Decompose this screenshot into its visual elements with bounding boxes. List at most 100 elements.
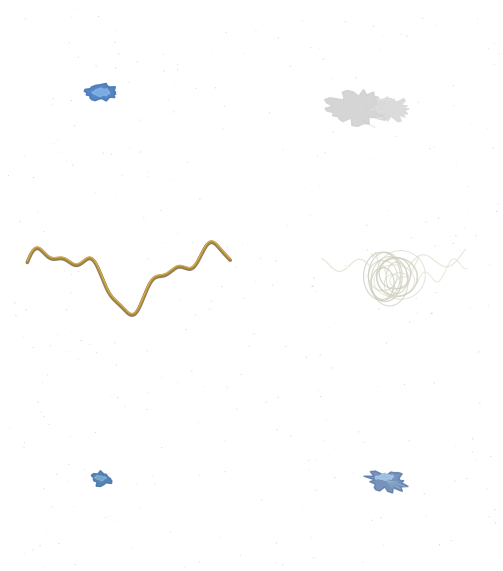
- Point: [180, 502, 188, 512]
- Point: [136, 116, 144, 126]
- Point: [55, 539, 63, 548]
- Point: [286, 62, 294, 71]
- Point: [46, 341, 54, 350]
- Point: [115, 49, 123, 58]
- Point: [378, 31, 386, 40]
- Point: [222, 27, 230, 37]
- Point: [485, 512, 493, 521]
- Point: [341, 261, 349, 270]
- Point: [101, 166, 109, 175]
- Point: [354, 499, 362, 508]
- Point: [233, 404, 241, 413]
- Point: [263, 411, 271, 420]
- Point: [207, 297, 215, 306]
- Point: [205, 503, 213, 512]
- Polygon shape: [324, 90, 391, 126]
- Point: [68, 94, 76, 103]
- Point: [166, 528, 175, 537]
- Point: [450, 101, 458, 110]
- Point: [432, 242, 440, 251]
- Point: [381, 111, 389, 120]
- Point: [435, 214, 443, 223]
- Point: [230, 28, 238, 37]
- Point: [68, 160, 76, 170]
- Point: [200, 247, 208, 256]
- Point: [135, 115, 143, 124]
- Text: C: C: [13, 200, 23, 214]
- Polygon shape: [364, 471, 408, 493]
- Text: D: D: [263, 200, 275, 214]
- Point: [360, 437, 368, 447]
- Point: [316, 63, 324, 72]
- Point: [60, 267, 68, 276]
- Point: [492, 207, 500, 216]
- Point: [45, 420, 53, 429]
- Point: [238, 240, 246, 249]
- Point: [313, 485, 321, 494]
- Point: [379, 533, 387, 542]
- Point: [111, 517, 119, 526]
- Point: [375, 304, 383, 313]
- Point: [310, 274, 318, 283]
- Point: [92, 62, 100, 71]
- Point: [194, 418, 202, 427]
- Point: [237, 370, 245, 379]
- Text: B: B: [263, 10, 274, 25]
- Point: [67, 327, 75, 336]
- Point: [50, 139, 58, 148]
- Point: [192, 84, 200, 93]
- Point: [325, 323, 333, 332]
- Point: [221, 467, 229, 476]
- Point: [362, 272, 370, 281]
- Text: 1 mm: 1 mm: [124, 539, 144, 545]
- Point: [66, 432, 74, 441]
- Point: [384, 247, 392, 256]
- Point: [231, 263, 239, 272]
- Point: [484, 301, 492, 310]
- Point: [413, 308, 421, 317]
- Point: [88, 471, 96, 480]
- Point: [252, 26, 260, 35]
- Point: [403, 50, 411, 59]
- Point: [257, 254, 265, 263]
- Point: [422, 4, 430, 13]
- Point: [204, 316, 212, 325]
- Point: [469, 435, 477, 444]
- Point: [309, 553, 317, 562]
- Point: [143, 168, 151, 177]
- Point: [422, 511, 430, 520]
- Point: [192, 311, 200, 320]
- Point: [67, 96, 75, 105]
- Point: [91, 428, 99, 437]
- Point: [269, 158, 277, 167]
- Text: 1 mm: 1 mm: [124, 349, 144, 355]
- Point: [21, 14, 29, 23]
- Point: [29, 343, 37, 352]
- Point: [196, 557, 204, 566]
- Point: [208, 46, 216, 55]
- Point: [355, 427, 363, 436]
- Point: [326, 263, 334, 272]
- Point: [434, 548, 442, 557]
- Point: [405, 436, 413, 445]
- Point: [467, 120, 475, 129]
- Point: [218, 282, 226, 291]
- Point: [114, 393, 122, 402]
- Point: [466, 304, 474, 313]
- Point: [282, 342, 290, 351]
- Point: [140, 213, 148, 222]
- Point: [375, 426, 383, 435]
- Point: [65, 460, 73, 469]
- Point: [121, 402, 129, 411]
- Point: [113, 496, 121, 505]
- Point: [71, 3, 79, 13]
- Point: [475, 99, 483, 108]
- Point: [353, 74, 361, 83]
- Point: [431, 379, 439, 388]
- Point: [456, 246, 464, 255]
- Point: [436, 540, 444, 549]
- Point: [174, 65, 182, 74]
- Point: [71, 560, 79, 569]
- Point: [484, 45, 492, 54]
- Point: [471, 455, 479, 464]
